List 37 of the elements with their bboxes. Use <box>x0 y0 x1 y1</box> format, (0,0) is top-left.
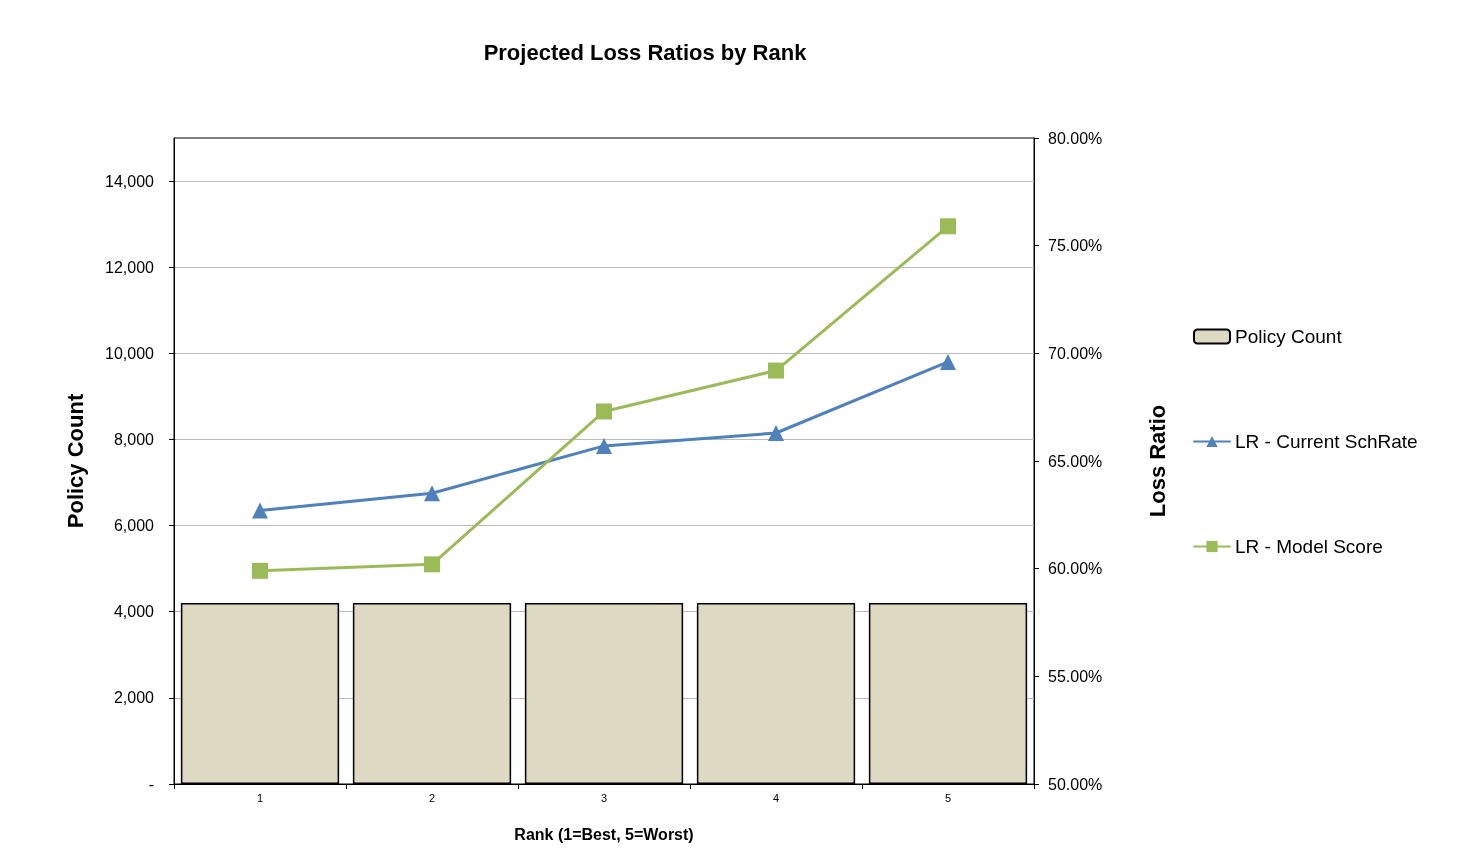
legend-label: Policy Count <box>1235 326 1343 347</box>
x-tick-label: 3 <box>600 791 608 804</box>
legend-label: LR - Current SchRate <box>1235 431 1418 452</box>
y2-tick-label: 80.00% <box>1048 129 1103 147</box>
y2-tick-label: 55.00% <box>1048 667 1103 685</box>
point <box>424 485 440 502</box>
y-axis-title: Policy Count <box>62 393 88 529</box>
x-tick-label: 4 <box>772 791 780 804</box>
y-tick-label: 2,000 <box>113 689 155 707</box>
y-tick-label: 6,000 <box>113 517 155 535</box>
point <box>424 556 440 573</box>
y2-tick-label: 50.00% <box>1048 775 1103 793</box>
x-tick-label: 2 <box>428 791 436 804</box>
point <box>768 362 784 379</box>
y-tick-label: 4,000 <box>113 603 155 621</box>
x-tick-label: 1 <box>256 791 264 804</box>
y2-tick-label: 65.00% <box>1048 452 1103 470</box>
chart-title: Projected Loss Ratios by Rank <box>483 39 808 65</box>
point <box>940 353 956 370</box>
y2-axis-title: Loss Ratio <box>1144 404 1170 518</box>
point <box>252 562 268 579</box>
y2-tick-label: 60.00% <box>1048 560 1103 578</box>
x-axis-title: Rank (1=Best, 5=Worst) <box>514 825 694 843</box>
point <box>768 425 784 442</box>
point <box>252 502 268 519</box>
y-tick-label: - <box>148 775 154 793</box>
x-tick-label: 5 <box>944 791 952 804</box>
y-tick-label: 12,000 <box>105 258 155 276</box>
y-tick-label: 14,000 <box>105 172 155 190</box>
y2-tick-label: 70.00% <box>1048 344 1103 362</box>
y-tick-label: 10,000 <box>105 344 155 362</box>
point <box>596 403 612 420</box>
y-tick-label: 8,000 <box>113 430 155 448</box>
point <box>596 437 612 454</box>
legend-label: LR - Model Score <box>1235 536 1383 557</box>
y2-tick-label: 75.00% <box>1048 237 1103 255</box>
point <box>940 218 956 235</box>
